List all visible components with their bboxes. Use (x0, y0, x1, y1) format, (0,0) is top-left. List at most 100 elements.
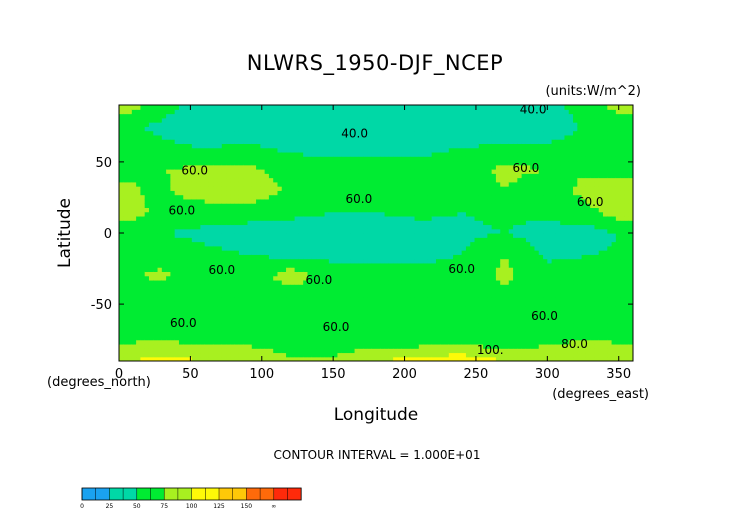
field-cell (316, 143, 321, 149)
field-cell (196, 352, 201, 358)
field-cell (148, 207, 154, 213)
field-cell (281, 331, 287, 336)
field-cell (320, 143, 326, 149)
field-cell (423, 113, 428, 119)
field-cell (410, 297, 416, 302)
field-cell (474, 343, 480, 349)
field-cell (328, 211, 334, 217)
field-cell (127, 139, 133, 144)
field-cell (354, 297, 360, 302)
field-cell (127, 207, 133, 213)
field-cell (204, 211, 210, 217)
field-cell (148, 348, 154, 354)
field-cell (204, 194, 210, 200)
field-cell (393, 352, 399, 358)
field-cell (354, 156, 360, 162)
field-cell (461, 134, 467, 140)
field-cell (196, 169, 201, 174)
field-cell (157, 267, 163, 272)
field-cell (384, 215, 390, 221)
field-cell (140, 335, 146, 341)
field-cell (316, 181, 321, 187)
field-cell (243, 314, 249, 319)
field-cell (119, 356, 124, 361)
field-cell (157, 305, 163, 311)
field-cell (174, 318, 180, 324)
field-cell (380, 203, 386, 208)
field-cell (256, 177, 261, 183)
field-cell (423, 292, 428, 298)
field-cell (376, 326, 381, 332)
field-cell (448, 190, 454, 196)
field-cell (461, 181, 467, 187)
field-cell (333, 220, 339, 226)
field-cell (144, 305, 150, 311)
field-cell (371, 343, 377, 349)
field-cell (157, 343, 163, 349)
field-cell (354, 143, 360, 149)
field-cell (397, 126, 403, 132)
field-cell (144, 215, 150, 221)
field-cell (170, 181, 176, 187)
field-cell (380, 160, 386, 166)
field-cell (303, 228, 309, 234)
field-cell (238, 284, 244, 290)
field-cell (418, 203, 424, 208)
field-cell (457, 186, 463, 191)
field-cell (384, 177, 390, 183)
field-cell (174, 271, 180, 277)
field-cell (191, 348, 197, 354)
field-cell (444, 160, 450, 166)
field-cell (328, 335, 334, 341)
field-cell (358, 314, 364, 319)
field-cell (341, 134, 347, 140)
field-cell (217, 203, 223, 208)
field-cell (380, 343, 386, 349)
field-cell (238, 194, 244, 200)
field-cell (157, 151, 163, 157)
field-cell (311, 198, 317, 204)
field-cell (226, 241, 231, 247)
field-cell (294, 203, 300, 208)
field-cell (131, 134, 137, 140)
field-cell (140, 117, 146, 123)
field-cell (435, 169, 441, 174)
field-cell (191, 237, 197, 243)
field-cell (311, 177, 317, 183)
field-cell (457, 275, 463, 281)
field-cell (457, 198, 463, 204)
field-cell (140, 258, 146, 264)
field-cell (208, 122, 214, 127)
field-cell (324, 262, 330, 268)
field-cell (221, 292, 227, 298)
field-cell (397, 203, 403, 208)
field-cell (260, 126, 266, 132)
field-cell (354, 126, 360, 132)
field-cell (388, 126, 394, 132)
field-cell (307, 275, 313, 281)
field-cell (251, 335, 257, 341)
field-cell (277, 198, 283, 204)
field-cell (243, 134, 249, 140)
field-cell (281, 288, 287, 294)
field-cell (166, 190, 171, 196)
field-cell (423, 211, 428, 217)
field-cell (187, 211, 193, 217)
field-cell (410, 271, 416, 277)
field-cell (161, 254, 167, 260)
field-cell (191, 117, 197, 123)
field-cell (226, 279, 231, 285)
field-cell (328, 130, 334, 136)
field-cell (281, 160, 287, 166)
field-cell (178, 228, 184, 234)
field-cell (303, 130, 309, 136)
field-cell (281, 339, 287, 345)
field-cell (320, 326, 326, 332)
field-cell (346, 122, 351, 127)
field-cell (260, 301, 266, 307)
field-cell (136, 130, 142, 136)
field-cell (418, 343, 424, 349)
field-cell (234, 339, 240, 345)
field-cell (470, 288, 476, 294)
field-cell (166, 343, 171, 349)
